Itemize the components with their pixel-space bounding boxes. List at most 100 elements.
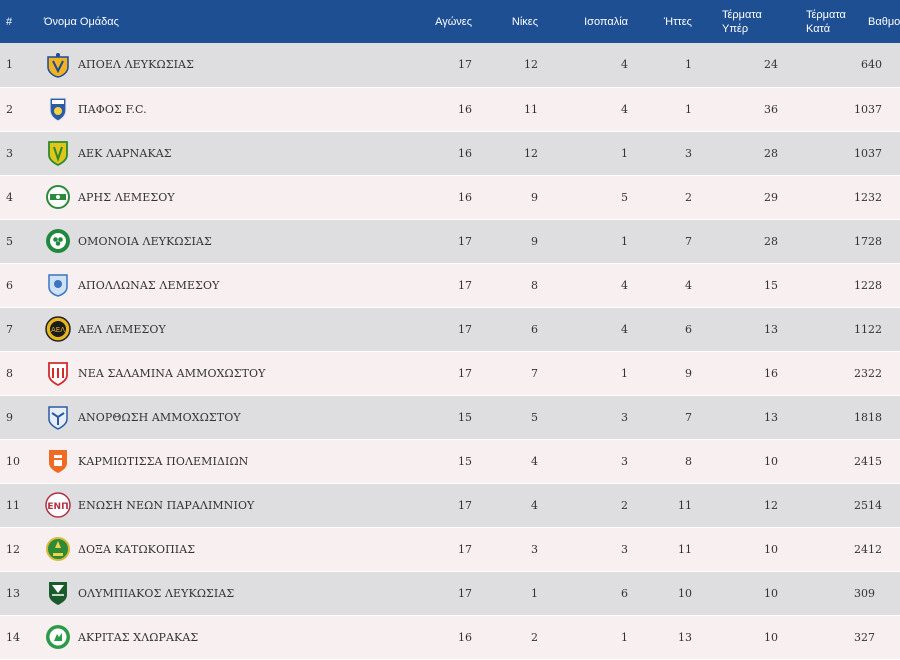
table-row: 11 ΕΝΠ ΕΝΩΣΗ ΝΕΩΝ ΠΑΡΑΛΙΜΝΙΟΥ 17 4 2 11 … <box>0 483 900 528</box>
team-name-link[interactable]: ΚΑΡΜΙΩΤΙΣΣΑ ΠΟΛΕΜΙΔΙΩΝ <box>78 454 249 468</box>
goals-against-cell: 24 <box>778 439 868 484</box>
team-cell: ΟΛΥΜΠΙΑΚΟΣ ΛΕΥΚΩΣΙΑΣ <box>44 571 324 616</box>
team-name-link[interactable]: ΑΠΟΕΛ ΛΕΥΚΩΣΙΑΣ <box>78 58 194 72</box>
losses-cell: 7 <box>628 395 692 440</box>
header-goals-for[interactable]: Τέρματα Υπέρ <box>692 0 778 43</box>
team-cell: ΑΕΛ ΑΕΛ ΛΕΜΕΣΟΥ <box>44 307 324 352</box>
team-name-link[interactable]: ΑΝΟΡΘΩΣΗ ΑΜΜΟΧΩΣΤΟΥ <box>78 410 241 424</box>
draws-cell: 4 <box>538 307 628 352</box>
points-cell: 18 <box>868 395 900 440</box>
header-position[interactable]: # <box>6 15 13 28</box>
goals-against-cell: 17 <box>778 219 868 264</box>
team-cell: ΑΚΡΙΤΑΣ ΧΛΩΡΑΚΑΣ <box>44 615 324 660</box>
header-wins[interactable]: Νίκες <box>511 15 538 28</box>
goals-against-cell: 12 <box>778 263 868 308</box>
draws-cell: 4 <box>538 43 628 88</box>
team-cell: ΟΜΟΝΟΙΑ ΛΕΥΚΩΣΙΑΣ <box>44 219 324 264</box>
team-name-link[interactable]: ΟΛΥΜΠΙΑΚΟΣ ΛΕΥΚΩΣΙΑΣ <box>78 586 235 600</box>
team-name-link[interactable]: ΑΡΗΣ ΛΕΜΕΣΟΥ <box>78 190 175 204</box>
team-name-link[interactable]: ΠΑΦΟΣ F.C. <box>78 102 147 116</box>
header-goals-against-line1: Τέρματα <box>806 8 846 21</box>
wins-cell: 12 <box>472 131 538 176</box>
draws-cell: 4 <box>538 263 628 308</box>
points-cell: 28 <box>868 263 900 308</box>
position-cell: 6 <box>0 263 44 308</box>
team-name-link[interactable]: ΑΕΚ ΛΑΡΝΑΚΑΣ <box>78 146 172 160</box>
played-cell: 16 <box>324 87 472 132</box>
header-draws[interactable]: Ισοπαλία <box>584 15 628 28</box>
table-row: 12 ΔΟΞΑ ΚΑΤΩΚΟΠΙΑΣ 17 3 3 11 10 24 12 <box>0 527 900 572</box>
position-cell: 13 <box>0 571 44 616</box>
wins-cell: 4 <box>472 439 538 484</box>
wins-cell: 1 <box>472 571 538 616</box>
team-name-link[interactable]: ΕΝΩΣΗ ΝΕΩΝ ΠΑΡΑΛΙΜΝΙΟΥ <box>78 498 255 512</box>
losses-cell: 7 <box>628 219 692 264</box>
draws-cell: 1 <box>538 615 628 660</box>
pafos-crest-icon <box>44 95 72 123</box>
points-cell: 12 <box>868 527 900 572</box>
draws-cell: 5 <box>538 175 628 220</box>
position-cell: 8 <box>0 351 44 396</box>
team-name-link[interactable]: ΑΠΟΛΛΩΝΑΣ ΛΕΜΕΣΟΥ <box>78 278 220 292</box>
header-team-name[interactable]: Όνομα Ομάδας <box>44 15 119 28</box>
losses-cell: 11 <box>628 527 692 572</box>
goals-against-cell: 30 <box>778 571 868 616</box>
team-cell: ΑΝΟΡΘΩΣΗ ΑΜΜΟΧΩΣΤΟΥ <box>44 395 324 440</box>
losses-cell: 2 <box>628 175 692 220</box>
goals-for-cell: 28 <box>692 219 778 264</box>
team-name-link[interactable]: ΑΕΛ ΛΕΜΕΣΟΥ <box>78 322 166 336</box>
header-goals-against[interactable]: Τέρματα Κατά <box>778 0 868 43</box>
draws-cell: 3 <box>538 439 628 484</box>
team-name-link[interactable]: ΟΜΟΝΟΙΑ ΛΕΥΚΩΣΙΑΣ <box>78 234 212 248</box>
points-cell: 22 <box>868 351 900 396</box>
position-cell: 1 <box>0 43 44 88</box>
nea-salamina-crest-icon <box>44 359 72 387</box>
wins-cell: 5 <box>472 395 538 440</box>
position-cell: 3 <box>0 131 44 176</box>
team-name-link[interactable]: ΑΚΡΙΤΑΣ ΧΛΩΡΑΚΑΣ <box>78 630 199 644</box>
ael-crest-icon: ΑΕΛ <box>44 315 72 343</box>
position-cell: 12 <box>0 527 44 572</box>
team-cell: ΑΠΟΕΛ ΛΕΥΚΩΣΙΑΣ <box>44 43 324 88</box>
points-cell: 37 <box>868 131 900 176</box>
wins-cell: 4 <box>472 483 538 528</box>
losses-cell: 6 <box>628 307 692 352</box>
goals-for-cell: 24 <box>692 43 778 88</box>
points-cell: 32 <box>868 175 900 220</box>
goals-for-cell: 13 <box>692 307 778 352</box>
header-losses[interactable]: Ήττες <box>663 15 692 28</box>
table-row: 7 ΑΕΛ ΑΕΛ ΛΕΜΕΣΟΥ 17 6 4 6 13 11 22 <box>0 307 900 352</box>
played-cell: 16 <box>324 615 472 660</box>
wins-cell: 9 <box>472 175 538 220</box>
goals-against-cell: 11 <box>778 307 868 352</box>
losses-cell: 8 <box>628 439 692 484</box>
losses-cell: 3 <box>628 131 692 176</box>
table-row: 1 ΑΠΟΕΛ ΛΕΥΚΩΣΙΑΣ 17 12 4 1 24 6 40 <box>0 43 900 88</box>
goals-against-cell: 24 <box>778 527 868 572</box>
played-cell: 17 <box>324 351 472 396</box>
goals-for-cell: 36 <box>692 87 778 132</box>
table-row: 14 ΑΚΡΙΤΑΣ ΧΛΩΡΑΚΑΣ 16 2 1 13 10 32 7 <box>0 615 900 660</box>
wins-cell: 11 <box>472 87 538 132</box>
wins-cell: 12 <box>472 43 538 88</box>
table-row: 5 ΟΜΟΝΟΙΑ ΛΕΥΚΩΣΙΑΣ 17 9 1 7 28 17 28 <box>0 219 900 264</box>
table-header-row: # Όνομα Ομάδας Αγώνες Νίκες Ισοπαλία Ήττ… <box>0 0 900 43</box>
svg-text:ΑΕΛ: ΑΕΛ <box>51 326 65 334</box>
team-cell: ΚΑΡΜΙΩΤΙΣΣΑ ΠΟΛΕΜΙΔΙΩΝ <box>44 439 324 484</box>
header-points[interactable]: Βαθμοί <box>868 15 900 28</box>
played-cell: 17 <box>324 527 472 572</box>
header-played[interactable]: Αγώνες <box>435 15 472 28</box>
goals-against-cell: 6 <box>778 43 868 88</box>
played-cell: 17 <box>324 571 472 616</box>
points-cell: 9 <box>868 571 900 616</box>
goals-against-cell: 23 <box>778 351 868 396</box>
team-name-link[interactable]: ΔΟΞΑ ΚΑΤΩΚΟΠΙΑΣ <box>78 542 196 556</box>
team-name-link[interactable]: ΝΕΑ ΣΑΛΑΜΙΝΑ ΑΜΜΟΧΩΣΤΟΥ <box>78 366 266 380</box>
table-row: 2 ΠΑΦΟΣ F.C. 16 11 4 1 36 10 37 <box>0 87 900 132</box>
goals-against-cell: 10 <box>778 131 868 176</box>
goals-for-cell: 15 <box>692 263 778 308</box>
table-row: 9 ΑΝΟΡΘΩΣΗ ΑΜΜΟΧΩΣΤΟΥ 15 5 3 7 13 18 18 <box>0 395 900 440</box>
points-cell: 14 <box>868 483 900 528</box>
draws-cell: 2 <box>538 483 628 528</box>
header-goals-for-line2: Υπέρ <box>722 22 749 35</box>
